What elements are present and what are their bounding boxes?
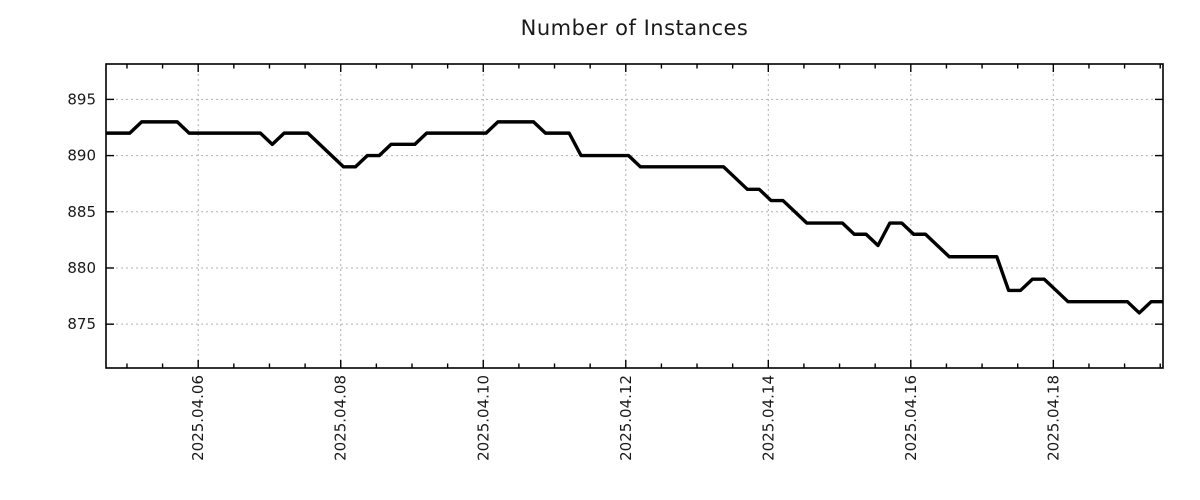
x-tick-label: 2025.04.14: [759, 375, 777, 461]
data-line-series: [106, 120, 1164, 315]
y-tick-label: 890: [67, 147, 96, 165]
y-tick-label: 885: [67, 203, 96, 221]
x-tick-label: 2025.04.12: [617, 375, 635, 461]
y-tick-label: 895: [67, 90, 96, 108]
x-tick-label: 2025.04.06: [189, 375, 207, 461]
x-tick-label: 2025.04.16: [902, 375, 920, 461]
plot-border: [105, 63, 1164, 369]
x-tick-label: 2025.04.08: [332, 375, 350, 461]
x-tick-label: 2025.04.18: [1044, 375, 1062, 461]
y-tick-label: 880: [67, 259, 96, 277]
y-tick-label: 875: [67, 315, 96, 333]
chart-title: Number of Instances: [520, 16, 749, 40]
x-tick-label: 2025.04.10: [474, 375, 492, 461]
